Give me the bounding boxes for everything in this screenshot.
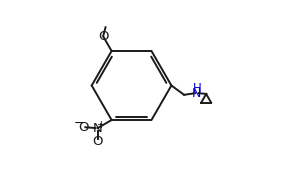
- Text: N: N: [192, 87, 202, 100]
- Text: O: O: [78, 121, 89, 134]
- Text: N: N: [93, 122, 102, 135]
- Text: O: O: [98, 30, 108, 43]
- Text: +: +: [97, 120, 106, 130]
- Text: −: −: [74, 117, 84, 130]
- Text: O: O: [92, 135, 103, 148]
- Text: H: H: [193, 82, 202, 95]
